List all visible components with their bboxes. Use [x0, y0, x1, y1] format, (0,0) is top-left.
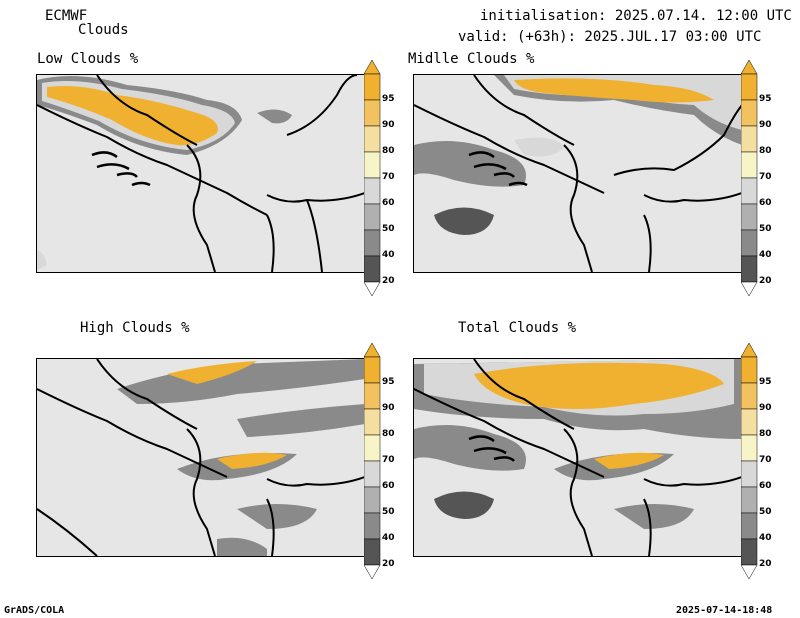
- colorbar-swatch: [363, 486, 381, 514]
- colorbar-swatch: [363, 382, 381, 410]
- colorbar-swatch: [363, 460, 381, 488]
- init-time: initialisation: 2025.07.14. 12:00 UTC: [480, 8, 792, 24]
- colorbar-middle: 95 90 80 70 60 50 40 20: [740, 59, 772, 301]
- colorbar-swatch: [740, 73, 758, 101]
- colorbar-tick-label: 60: [759, 481, 772, 491]
- colorbar-tick-label: 40: [759, 250, 772, 260]
- colorbar-tick-label: 95: [759, 94, 772, 104]
- colorbar-top-arrow: [363, 59, 381, 75]
- colorbar-low: 95 90 80 70 60 50 40 20: [363, 59, 395, 301]
- map-total-clouds: [413, 358, 743, 557]
- panel-title-middle: Midlle Clouds %: [408, 51, 535, 67]
- colorbar-swatch: [363, 125, 381, 153]
- colorbar-tick-label: 40: [382, 250, 395, 260]
- map-high-clouds: [36, 358, 366, 557]
- colorbar-tick-label: 20: [759, 276, 772, 286]
- footer-software: GrADS/COLA: [4, 605, 65, 616]
- colorbar-swatch: [740, 382, 758, 410]
- colorbar-tick-label: 20: [382, 276, 395, 286]
- colorbar-tick-label: 90: [382, 403, 395, 413]
- colorbar-tick-label: 80: [382, 429, 395, 439]
- colorbar-top-arrow: [740, 59, 758, 75]
- panel-title-low: Low Clouds %: [37, 51, 139, 67]
- colorbar-tick-label: 90: [759, 120, 772, 130]
- colorbar-tick-label: 20: [382, 559, 395, 569]
- colorbar-swatch: [363, 512, 381, 540]
- colorbar-swatch: [740, 99, 758, 127]
- colorbar-swatch: [363, 99, 381, 127]
- colorbar-tick-label: 95: [382, 377, 395, 387]
- panel-title-high: High Clouds %: [80, 320, 190, 336]
- colorbar-bottom-arrow: [740, 281, 758, 297]
- colorbar-swatch: [740, 434, 758, 462]
- map-middle-clouds: [413, 74, 743, 273]
- colorbar-swatch: [740, 255, 758, 283]
- colorbar-tick-label: 50: [759, 507, 772, 517]
- colorbar-swatch: [363, 255, 381, 283]
- colorbar-high: 95 90 80 70 60 50 40 20: [363, 342, 395, 584]
- colorbar-tick-label: 90: [382, 120, 395, 130]
- colorbar-swatch: [363, 408, 381, 436]
- colorbar-tick-label: 20: [759, 559, 772, 569]
- colorbar-tick-label: 70: [382, 172, 395, 182]
- colorbar-tick-label: 40: [759, 533, 772, 543]
- colorbar-tick-label: 80: [759, 146, 772, 156]
- colorbar-swatch: [363, 177, 381, 205]
- colorbar-tick-label: 70: [759, 172, 772, 182]
- colorbar-tick-label: 40: [382, 533, 395, 543]
- colorbar-swatch: [740, 486, 758, 514]
- colorbar-swatch: [363, 73, 381, 101]
- colorbar-graphic: [740, 342, 758, 580]
- colorbar-top-arrow: [740, 342, 758, 358]
- colorbar-graphic: [363, 342, 381, 580]
- colorbar-tick-label: 80: [759, 429, 772, 439]
- colorbar-top-arrow: [363, 342, 381, 358]
- colorbar-swatch: [740, 151, 758, 179]
- colorbar-graphic: [363, 59, 381, 297]
- colorbar-swatch: [740, 203, 758, 231]
- colorbar-tick-label: 70: [382, 455, 395, 465]
- colorbar-tick-label: 50: [382, 507, 395, 517]
- colorbar-bottom-arrow: [363, 281, 381, 297]
- colorbar-swatch: [363, 229, 381, 257]
- colorbar-swatch: [363, 538, 381, 566]
- colorbar-swatch: [363, 356, 381, 384]
- colorbar-swatch: [740, 356, 758, 384]
- valid-time: valid: (+63h): 2025.JUL.17 03:00 UTC: [458, 29, 762, 45]
- colorbar-swatch: [363, 203, 381, 231]
- colorbar-swatch: [740, 538, 758, 566]
- colorbar-tick-label: 70: [759, 455, 772, 465]
- colorbar-tick-label: 95: [759, 377, 772, 387]
- colorbar-tick-label: 50: [382, 224, 395, 234]
- colorbar-tick-label: 60: [382, 481, 395, 491]
- colorbar-total: 95 90 80 70 60 50 40 20: [740, 342, 772, 584]
- colorbar-tick-label: 50: [759, 224, 772, 234]
- footer-timestamp: 2025-07-14-18:48: [676, 605, 773, 616]
- colorbar-bottom-arrow: [740, 564, 758, 580]
- colorbar-swatch: [740, 512, 758, 540]
- colorbar-swatch: [740, 177, 758, 205]
- colorbar-tick-label: 90: [759, 403, 772, 413]
- colorbar-tick-label: 95: [382, 94, 395, 104]
- colorbar-swatch: [363, 151, 381, 179]
- product-name: Clouds: [78, 22, 129, 38]
- panel-title-total: Total Clouds %: [458, 320, 577, 336]
- colorbar-swatch: [740, 460, 758, 488]
- colorbar-tick-label: 80: [382, 146, 395, 156]
- model-name: ECMWF: [45, 8, 88, 24]
- colorbar-bottom-arrow: [363, 564, 381, 580]
- colorbar-graphic: [740, 59, 758, 297]
- colorbar-swatch: [363, 434, 381, 462]
- colorbar-swatch: [740, 408, 758, 436]
- colorbar-tick-label: 60: [759, 198, 772, 208]
- map-low-clouds: [36, 74, 366, 273]
- colorbar-swatch: [740, 125, 758, 153]
- colorbar-swatch: [740, 229, 758, 257]
- colorbar-tick-label: 60: [382, 198, 395, 208]
